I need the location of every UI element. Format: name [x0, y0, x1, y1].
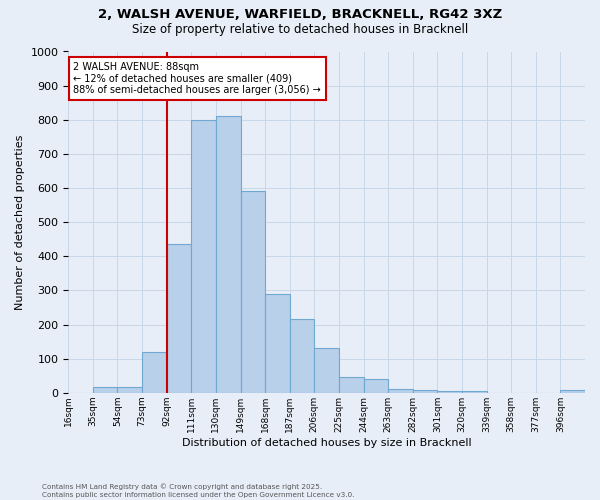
Y-axis label: Number of detached properties: Number of detached properties [15, 134, 25, 310]
Text: Contains HM Land Registry data © Crown copyright and database right 2025.
Contai: Contains HM Land Registry data © Crown c… [42, 484, 355, 498]
Bar [388, 388, 413, 393]
Bar [241, 192, 265, 393]
Bar [339, 378, 364, 393]
Bar [118, 386, 142, 393]
Bar [437, 391, 462, 393]
Bar [413, 390, 437, 393]
Bar [167, 244, 191, 393]
Bar [191, 120, 216, 393]
Bar [142, 352, 167, 393]
Bar [314, 348, 339, 393]
Text: Size of property relative to detached houses in Bracknell: Size of property relative to detached ho… [132, 22, 468, 36]
Bar [265, 294, 290, 393]
Bar [216, 116, 241, 393]
Text: 2 WALSH AVENUE: 88sqm
← 12% of detached houses are smaller (409)
88% of semi-det: 2 WALSH AVENUE: 88sqm ← 12% of detached … [73, 62, 321, 95]
Bar [93, 386, 118, 393]
Text: 2, WALSH AVENUE, WARFIELD, BRACKNELL, RG42 3XZ: 2, WALSH AVENUE, WARFIELD, BRACKNELL, RG… [98, 8, 502, 20]
Bar [290, 320, 314, 393]
Bar [462, 392, 487, 393]
Bar [560, 390, 585, 393]
Bar [364, 379, 388, 393]
X-axis label: Distribution of detached houses by size in Bracknell: Distribution of detached houses by size … [182, 438, 472, 448]
